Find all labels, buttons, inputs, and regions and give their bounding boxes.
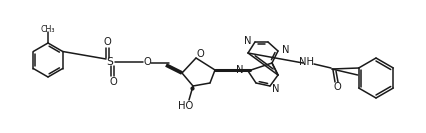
Text: O: O bbox=[109, 77, 117, 87]
Text: N: N bbox=[281, 45, 289, 55]
Text: O: O bbox=[143, 57, 150, 67]
Text: N: N bbox=[244, 36, 251, 46]
Text: N: N bbox=[236, 65, 243, 75]
Text: O: O bbox=[196, 49, 203, 59]
Text: NH: NH bbox=[299, 57, 314, 67]
Text: HO: HO bbox=[178, 101, 193, 111]
Text: O: O bbox=[332, 82, 340, 92]
Text: O: O bbox=[103, 37, 111, 47]
Text: CH₃: CH₃ bbox=[40, 24, 55, 34]
Text: N: N bbox=[271, 84, 279, 94]
Text: S: S bbox=[106, 57, 113, 67]
